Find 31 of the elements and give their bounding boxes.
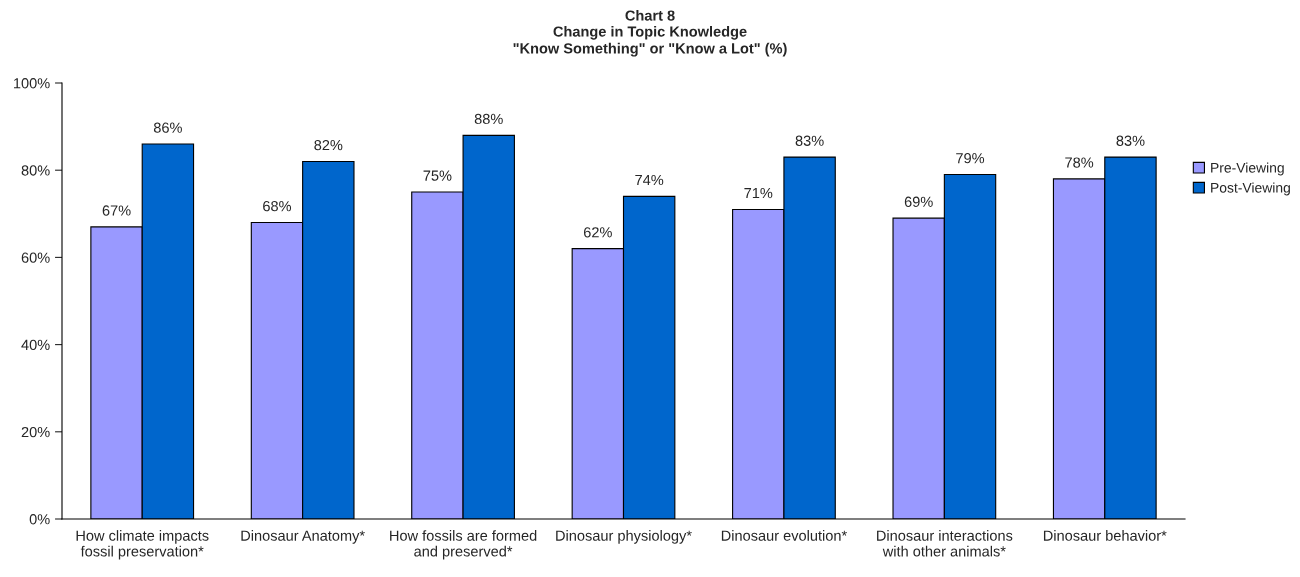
x-tick-label: How climate impacts fossil preservation* [76, 530, 209, 560]
x-tick-label: Dinosaur evolution* [721, 530, 847, 541]
data-label: 82% [314, 139, 343, 151]
y-tick-label: 100% [14, 78, 50, 89]
x-tick-label: Dinosaur physiology* [556, 530, 692, 544]
data-label: 83% [1116, 135, 1145, 146]
x-tick-label: Dinosaur behavior* [1043, 530, 1167, 541]
y-tick-label: 0% [29, 514, 50, 525]
x-tick-label: How fossils are formed and preserved* [390, 530, 537, 560]
x-tick-label: Dinosaur Anatomy* [241, 530, 365, 544]
data-label: 68% [263, 200, 292, 212]
data-label: 78% [1065, 157, 1094, 168]
data-label: 69% [904, 196, 933, 207]
legend-label: Post-Viewing [1211, 182, 1290, 196]
data-label: 75% [423, 170, 452, 181]
chart-title: Chart 8 [625, 10, 675, 21]
y-tick-label: 40% [21, 339, 50, 351]
data-label: 79% [956, 153, 985, 164]
data-label: 83% [795, 135, 824, 146]
data-label: 88% [474, 113, 503, 125]
data-label: 62% [583, 227, 612, 238]
y-tick-label: 20% [21, 426, 50, 438]
data-label: 74% [635, 174, 664, 186]
y-tick-label: 60% [21, 252, 50, 263]
data-label: 86% [153, 122, 182, 133]
y-tick-label: 80% [21, 165, 50, 176]
x-tick-label: Dinosaur interactions with other animals* [877, 530, 1013, 557]
data-label: 71% [744, 187, 773, 199]
data-label: 67% [102, 205, 131, 216]
legend-label: Pre-Viewing [1211, 162, 1284, 176]
chart-subtitle: Change in Topic Knowledge "Know Something" or "Know a Lot" (%) [513, 26, 787, 57]
